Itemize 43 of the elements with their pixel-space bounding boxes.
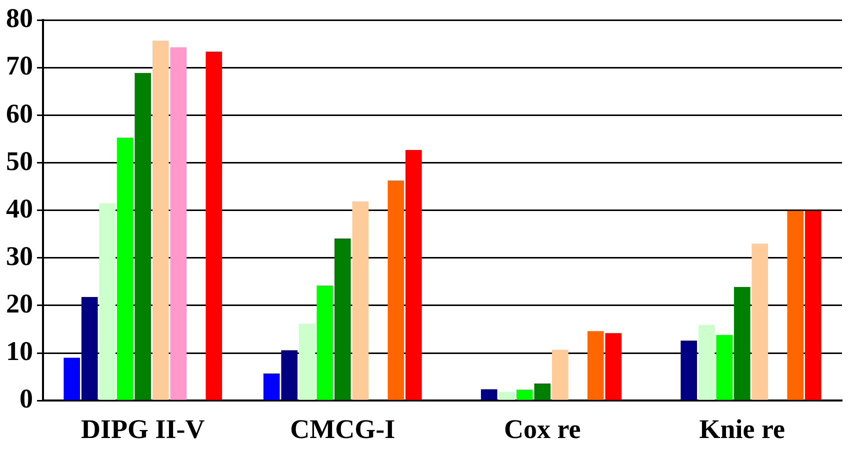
y-tick-label: 40: [6, 193, 33, 224]
bar: [552, 350, 568, 400]
bar: [680, 340, 698, 400]
bar: [206, 52, 222, 400]
bar: [534, 383, 551, 400]
y-tick-label: 70: [6, 50, 33, 81]
bar: [388, 180, 404, 400]
bar: [480, 389, 498, 400]
x-tick-label: Knie re: [699, 414, 786, 444]
x-tick-label: Cox re: [504, 414, 581, 444]
bar: [298, 324, 316, 400]
x-tick-label: CMCG-I: [290, 414, 396, 444]
bar: [752, 244, 768, 400]
bar: [405, 150, 422, 400]
bar: [152, 40, 169, 400]
bar: [170, 47, 187, 400]
bar: [263, 373, 280, 400]
bar: [64, 358, 80, 400]
bar: [99, 203, 116, 400]
y-tick-label: 0: [20, 384, 33, 414]
y-tick-label: 50: [6, 146, 33, 176]
bar: [316, 286, 334, 400]
bar: [116, 138, 134, 400]
bar: [605, 333, 622, 400]
bar: [281, 350, 298, 400]
x-tick-label: DIPG II-V: [80, 414, 206, 444]
bar: [787, 210, 804, 400]
bar: [698, 324, 715, 400]
y-tick-label: 60: [6, 98, 33, 128]
bar: [804, 210, 822, 400]
bar: [334, 238, 351, 400]
bar: [352, 201, 369, 400]
bar: [81, 296, 98, 400]
bar: [716, 334, 733, 400]
bar: [587, 331, 604, 400]
y-tick-label: 80: [6, 3, 33, 34]
bar: [134, 72, 152, 400]
y-tick-label: 20: [6, 288, 33, 318]
bar: [734, 286, 750, 400]
y-tick-label: 30: [6, 240, 33, 271]
bar: [498, 392, 516, 400]
bar: [516, 390, 533, 400]
y-tick-label: 10: [6, 336, 33, 366]
